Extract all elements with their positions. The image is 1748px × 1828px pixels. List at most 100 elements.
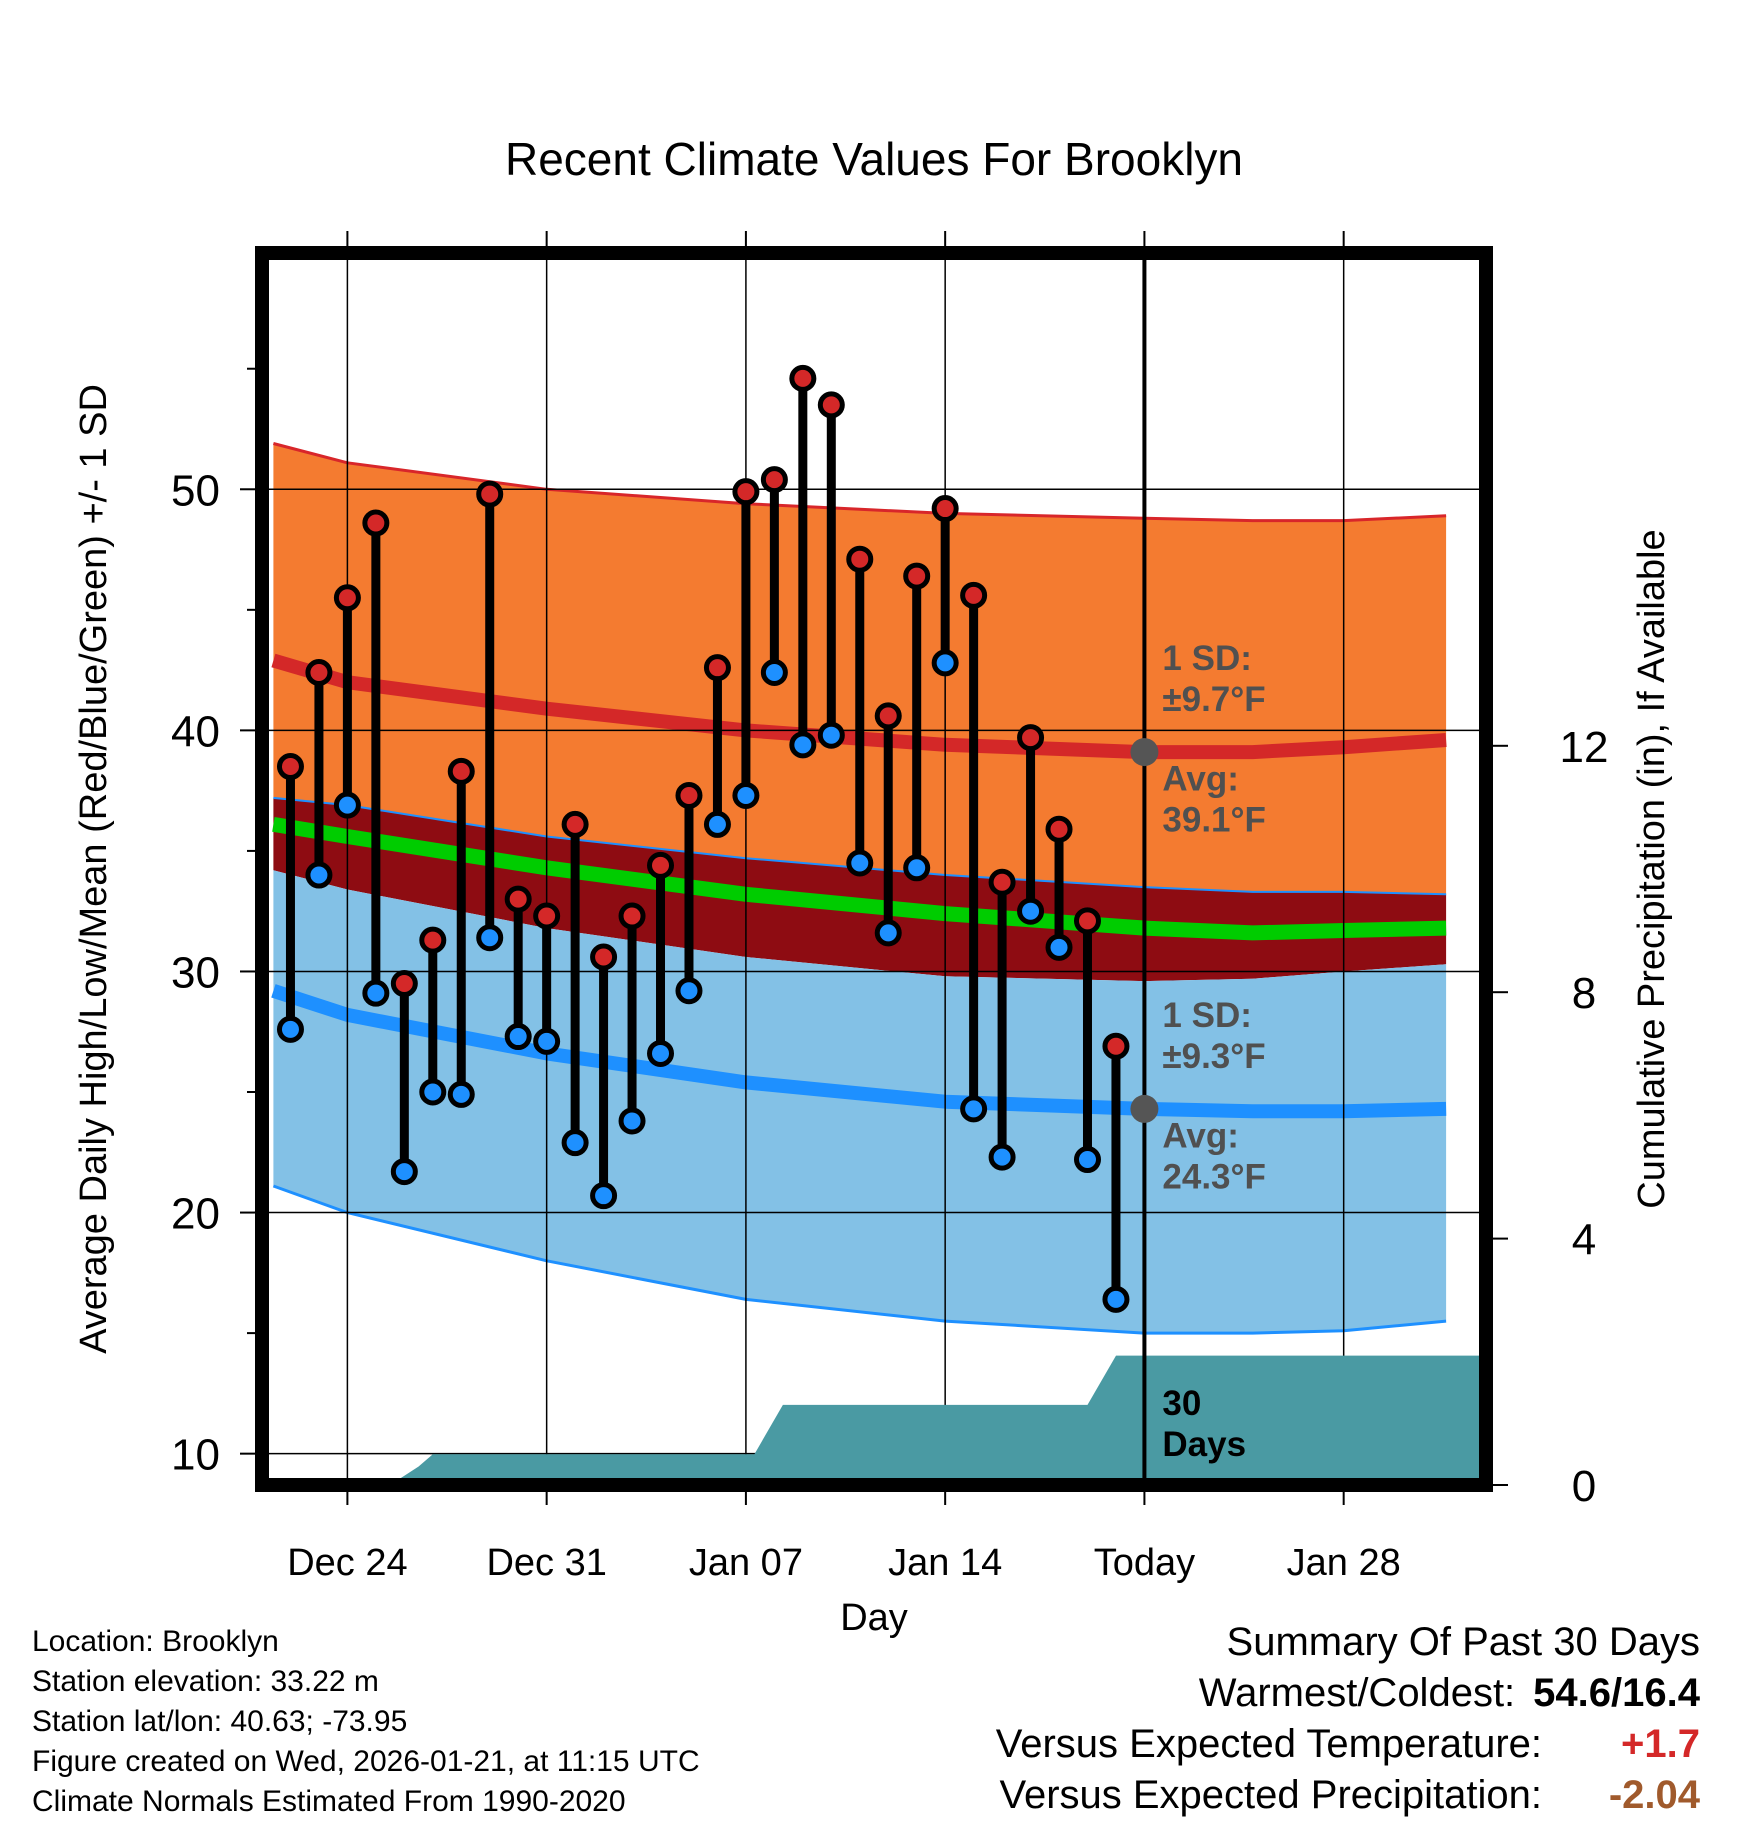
low-dot-17: [760, 659, 788, 687]
low-dot-2: [333, 791, 361, 819]
summary-panel: Summary Of Past 30 Days Warmest/Coldest:…: [996, 1617, 1700, 1821]
high-avg-value: 39.1°F: [1162, 801, 1266, 840]
y-tick-label-0: 10: [171, 1431, 220, 1480]
daily-range-bars: [285, 378, 1121, 1300]
low-sd-band: [273, 870, 1447, 1334]
precip-value: -2.04: [1608, 1773, 1700, 1817]
warm-cold-value: 54.6/16.4: [1533, 1671, 1700, 1715]
days-number: 30: [1162, 1384, 1201, 1423]
high-dot-20: [846, 545, 874, 573]
high-dot-13: [647, 851, 675, 879]
high-dot-23: [931, 495, 959, 523]
low-dot-29: [1102, 1285, 1130, 1313]
low-dot-9: [533, 1027, 561, 1055]
high-dot-26: [1017, 724, 1045, 752]
low-dot-15: [703, 810, 731, 838]
low-avg-value: 24.3°F: [1162, 1157, 1266, 1196]
station-info: Location: Brooklyn Station elevation: 33…: [32, 1622, 700, 1822]
y2-tick-label-1: 4: [1572, 1216, 1596, 1265]
today-high-avg-marker: [1130, 738, 1159, 767]
high-sd-label: 1 SD:: [1162, 639, 1251, 678]
y-tick-label-4: 50: [171, 466, 220, 515]
low-dot-14: [675, 977, 703, 1005]
chart-title: Recent Climate Values For Brooklyn: [505, 133, 1243, 185]
low-dot-22: [903, 854, 931, 882]
precip-row: Versus Expected Precipitation: -2.04: [996, 1770, 1700, 1821]
y-axis-label: Average Daily High/Low/Mean (Red/Blue/Gr…: [73, 384, 115, 1354]
high-sd-value: ±9.7°F: [1162, 680, 1265, 719]
high-dot-8: [504, 885, 532, 913]
high-dot-0: [276, 753, 304, 781]
warm-cold-label: Warmest/Coldest:: [1198, 1671, 1516, 1715]
high-dot-5: [419, 926, 447, 954]
daily-dots: [276, 364, 1130, 1313]
low-dot-10: [561, 1129, 589, 1157]
low-dot-20: [846, 849, 874, 877]
high-dot-17: [760, 466, 788, 494]
y2-tick-label-0: 0: [1572, 1462, 1596, 1511]
latlon-text: Station lat/lon: 40.63; -73.95: [32, 1705, 408, 1738]
normals-text: Climate Normals Estimated From 1990-2020: [32, 1785, 626, 1818]
low-dot-21: [874, 919, 902, 947]
high-dot-9: [533, 902, 561, 930]
high-dot-2: [333, 584, 361, 612]
low-dot-3: [362, 979, 390, 1007]
low-dot-26: [1017, 897, 1045, 925]
high-dot-27: [1045, 815, 1073, 843]
low-dot-25: [988, 1143, 1016, 1171]
high-dot-29: [1102, 1032, 1130, 1060]
low-dot-13: [647, 1039, 675, 1067]
x-axis-label: Day: [840, 1597, 908, 1639]
precip-area: [400, 1355, 1479, 1478]
y-tick-label-1: 20: [171, 1190, 220, 1239]
low-dot-16: [732, 781, 760, 809]
temp-row: Versus Expected Temperature: +1.7: [996, 1719, 1700, 1770]
high-dot-1: [305, 659, 333, 687]
plot-frame: [255, 246, 1493, 1492]
high-dot-4: [390, 970, 418, 998]
high-dot-19: [817, 391, 845, 419]
low-dot-5: [419, 1078, 447, 1106]
high-dot-14: [675, 781, 703, 809]
low-dot-12: [618, 1107, 646, 1135]
y-tick-label-3: 40: [171, 707, 220, 756]
high-dot-25: [988, 868, 1016, 896]
x-tick-label-0: Dec 24: [287, 1542, 407, 1584]
high-dot-7: [476, 480, 504, 508]
high-avg-label: Avg:: [1162, 760, 1238, 799]
x-tick-label-3: Jan 14: [888, 1542, 1002, 1584]
warm-cold-row: Warmest/Coldest: 54.6/16.4: [996, 1668, 1700, 1719]
today-low-avg-marker: [1130, 1094, 1159, 1123]
high-dot-16: [732, 478, 760, 506]
y2-axis-label: Cumulative Precipitation (in), If Availa…: [1631, 529, 1673, 1208]
low-dot-4: [390, 1158, 418, 1186]
y2-tick-label-2: 8: [1572, 969, 1596, 1018]
precip-label: Versus Expected Precipitation:: [999, 1773, 1542, 1817]
x-tick-label-2: Jan 07: [689, 1542, 803, 1584]
high-dot-11: [590, 943, 618, 971]
low-dot-7: [476, 924, 504, 952]
y2-tick-label-3: 12: [1560, 723, 1609, 772]
low-dot-27: [1045, 933, 1073, 961]
high-dot-21: [874, 702, 902, 730]
low-dot-23: [931, 649, 959, 677]
high-dot-22: [903, 562, 931, 590]
elevation-text: Station elevation: 33.22 m: [32, 1665, 379, 1698]
temp-value: +1.7: [1621, 1722, 1700, 1766]
high-dot-18: [789, 364, 817, 392]
low-dot-1: [305, 861, 333, 889]
high-dot-6: [447, 757, 475, 785]
low-dot-0: [276, 1015, 304, 1043]
x-tick-label-1: Dec 31: [486, 1542, 606, 1584]
y-tick-label-2: 30: [171, 948, 220, 997]
summary-title: Summary Of Past 30 Days: [1226, 1620, 1700, 1664]
grid-lines: [269, 260, 1479, 1478]
days-label: Days: [1162, 1425, 1246, 1464]
low-sd-value: ±9.3°F: [1162, 1037, 1265, 1076]
low-sd-label: 1 SD:: [1162, 996, 1251, 1035]
low-dot-11: [590, 1182, 618, 1210]
x-tick-label-5: Jan 28: [1287, 1542, 1401, 1584]
